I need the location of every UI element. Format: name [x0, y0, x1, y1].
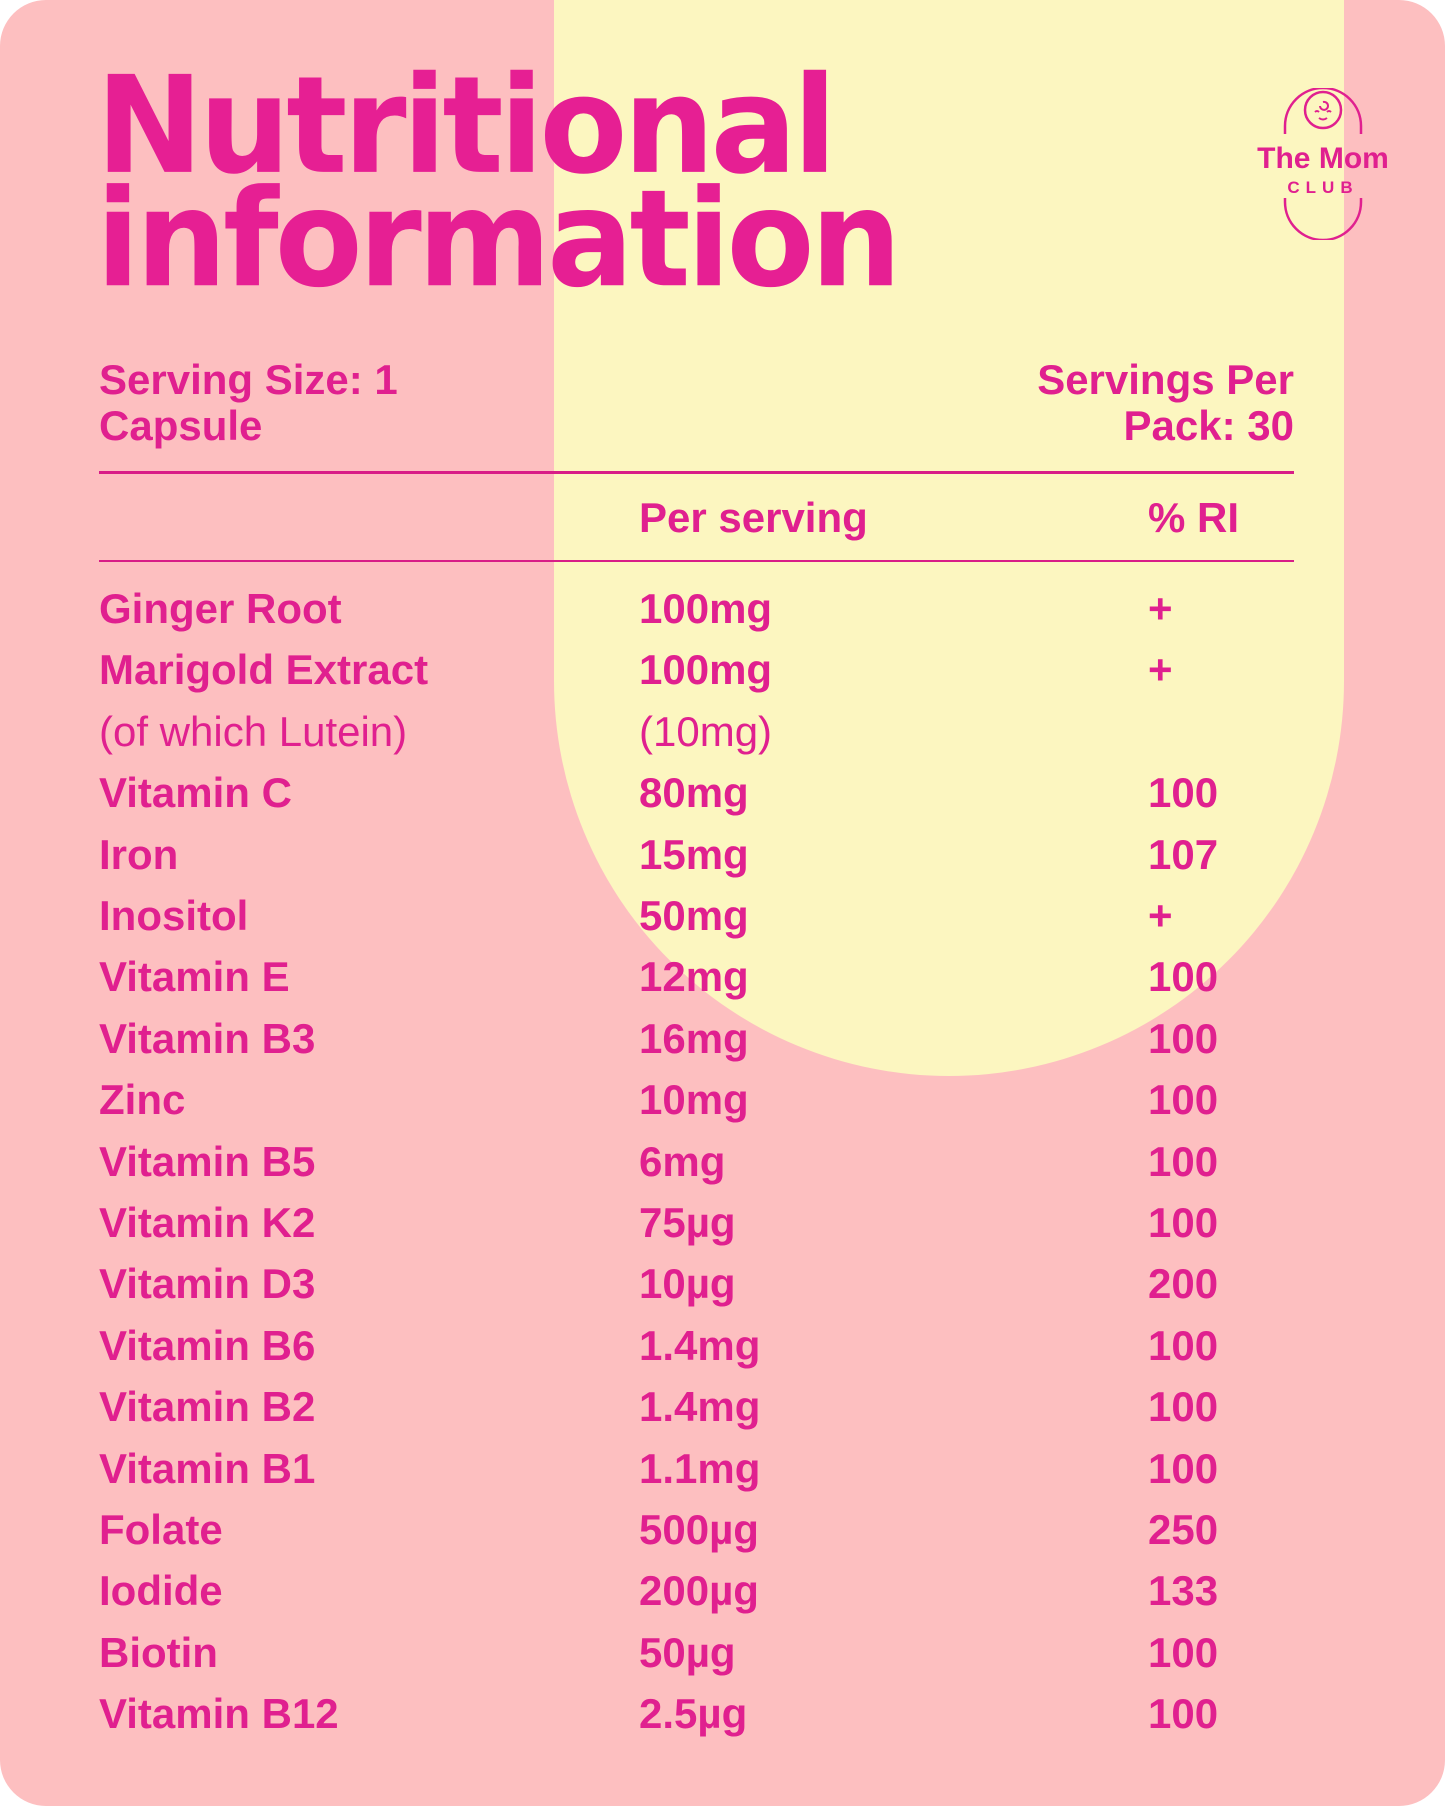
table-row: Marigold Extract 100mg + [0, 639, 1445, 700]
nutrient-amount: 1.4mg [639, 1321, 761, 1369]
nutrient-amount: 6mg [639, 1137, 726, 1185]
table-row: Vitamin B6 1.4mg 100 [0, 1315, 1445, 1376]
nutrient-amount: 12mg [639, 953, 749, 1001]
serving-size: Serving Size: 1 Capsule [99, 357, 398, 449]
nutrient-amount: 50mg [639, 892, 749, 939]
yellow-arch-panel [554, 0, 1344, 1076]
title-line-2: information [96, 161, 902, 318]
nutrient-ri: 133 [1148, 1567, 1219, 1615]
nutrient-name: Folate [99, 1506, 223, 1553]
nutrient-name: Vitamin B5 [99, 1137, 316, 1185]
table-row: Vitamin B1 1.1mg 100 [0, 1438, 1445, 1499]
nutrient-name: Vitamin C [99, 769, 292, 817]
nutrient-name: Vitamin B12 [99, 1690, 339, 1738]
table-row: Vitamin B2 1.4mg 100 [0, 1376, 1445, 1437]
nutrient-ri: 100 [1148, 1321, 1219, 1369]
nutrient-ri: 107 [1148, 830, 1219, 878]
divider-header [99, 560, 1294, 562]
nutrient-name: Zinc [99, 1076, 186, 1124]
divider-top [99, 471, 1294, 474]
nutrient-ri: 100 [1148, 769, 1219, 817]
nutrient-amount: 50µg [639, 1628, 736, 1676]
table-row: Inositol 50mg + [0, 885, 1445, 946]
nutrient-name: Vitamin E [99, 953, 290, 1001]
nutrient-name: Ginger Root [99, 585, 342, 632]
table-row: Biotin 50µg 100 [0, 1622, 1445, 1683]
nutrient-ri: + [1148, 646, 1173, 694]
nutrient-amount: 2.5µg [639, 1690, 748, 1738]
brand-logo: The Mom CLUB [1243, 88, 1403, 240]
nutrient-name: Iron [99, 830, 179, 878]
column-header-ri: % RI [1148, 494, 1240, 541]
nutrient-ri: 250 [1148, 1506, 1219, 1553]
nutrient-name: Inositol [99, 892, 249, 939]
nutrient-amount: 200µg [639, 1567, 759, 1615]
nutrient-name: Marigold Extract [99, 646, 429, 694]
nutrient-ri: 100 [1148, 1137, 1219, 1185]
serving-size-line-2: Capsule [99, 402, 263, 449]
nutrient-ri: 100 [1148, 1444, 1219, 1492]
table-row: Vitamin B12 2.5µg 100 [0, 1683, 1445, 1744]
table-row: Iron 15mg 107 [0, 824, 1445, 885]
table-row: Iodide 200µg 133 [0, 1560, 1445, 1621]
baby-capsule-logo-icon [1283, 88, 1363, 240]
table-row: Vitamin E 12mg 100 [0, 946, 1445, 1007]
nutrient-ri: + [1148, 892, 1173, 939]
nutrient-name: Vitamin B2 [99, 1383, 316, 1431]
nutrient-amount: 100mg [639, 646, 773, 694]
table-row: Vitamin K2 75µg 100 [0, 1192, 1445, 1253]
nutrient-amount: 75µg [639, 1199, 736, 1246]
table-row: Ginger Root 100mg + [0, 578, 1445, 639]
serving-size-line-1: Serving Size: 1 [99, 356, 398, 403]
table-row: Vitamin B5 6mg 100 [0, 1131, 1445, 1192]
table-row: Vitamin C 80mg 100 [0, 762, 1445, 823]
nutrient-amount: 100mg [639, 585, 773, 632]
servings-per-pack-line-2: Pack: 30 [1123, 402, 1294, 449]
nutrient-amount: 15mg [639, 830, 749, 878]
nutrient-amount: 500µg [639, 1506, 759, 1553]
nutrient-ri: 200 [1148, 1260, 1219, 1308]
brand-name: The Mom [1257, 142, 1389, 175]
nutrient-amount: 10mg [639, 1076, 749, 1124]
table-row: (of which Lutein) (10mg) [0, 701, 1445, 762]
nutrient-name: Vitamin B3 [99, 1014, 316, 1062]
servings-per-pack: Servings Per Pack: 30 [1037, 357, 1294, 449]
nutrient-name: Vitamin B6 [99, 1321, 316, 1369]
nutrient-ri: 100 [1148, 1628, 1219, 1676]
nutrient-ri: 100 [1148, 1383, 1219, 1431]
nutrient-amount: 16mg [639, 1014, 749, 1062]
nutrient-amount: 80mg [639, 769, 749, 817]
nutrient-name: Vitamin D3 [99, 1260, 316, 1308]
title-line-1: Nutritional [96, 47, 837, 205]
table-row: Zinc 10mg 100 [0, 1069, 1445, 1130]
table-row: Vitamin B3 16mg 100 [0, 1008, 1445, 1069]
nutrient-ri: 100 [1148, 953, 1219, 1001]
nutrient-name: Vitamin B1 [99, 1444, 316, 1492]
nutrient-amount: 1.1mg [639, 1444, 761, 1492]
page-title: Nutritional information [96, 47, 902, 318]
nutrient-ri: 100 [1148, 1199, 1219, 1246]
nutrient-ri: 100 [1148, 1076, 1219, 1124]
nutrient-name: (of which Lutein) [99, 707, 408, 755]
column-header-per-serving: Per serving [639, 494, 868, 541]
nutrient-amount: 1.4mg [639, 1383, 761, 1431]
table-row: Vitamin D3 10µg 200 [0, 1253, 1445, 1314]
table-row: Folate 500µg 250 [0, 1499, 1445, 1560]
nutrient-amount: (10mg) [639, 707, 773, 755]
nutrient-name: Biotin [99, 1628, 218, 1676]
nutrient-amount: 10µg [639, 1260, 736, 1308]
nutrient-ri: 100 [1148, 1690, 1219, 1738]
servings-per-pack-line-1: Servings Per [1037, 356, 1294, 403]
nutrient-ri: + [1148, 585, 1173, 632]
nutrient-ri: 100 [1148, 1014, 1219, 1062]
brand-subname: CLUB [1287, 178, 1359, 197]
nutrient-name: Vitamin K2 [99, 1199, 316, 1246]
nutrient-name: Iodide [99, 1567, 223, 1615]
